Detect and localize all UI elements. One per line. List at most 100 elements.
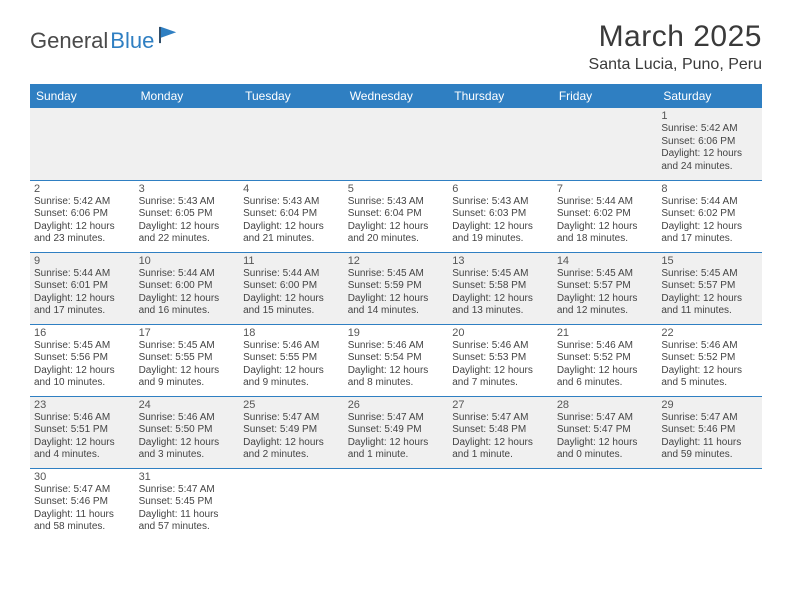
day-number: 22 <box>661 327 758 339</box>
day-number: 30 <box>34 471 131 483</box>
location-text: Santa Lucia, Puno, Peru <box>589 56 762 74</box>
calendar-day-cell: 9Sunrise: 5:44 AMSunset: 6:01 PMDaylight… <box>30 252 135 324</box>
calendar-day-cell: 13Sunrise: 5:45 AMSunset: 5:58 PMDayligh… <box>448 252 553 324</box>
day-info: Sunrise: 5:42 AMSunset: 6:06 PMDaylight:… <box>34 196 131 246</box>
calendar-empty-cell <box>553 108 658 180</box>
day-info: Sunrise: 5:43 AMSunset: 6:04 PMDaylight:… <box>243 196 340 246</box>
day-number: 7 <box>557 183 654 195</box>
day-info: Sunrise: 5:46 AMSunset: 5:55 PMDaylight:… <box>243 340 340 390</box>
day-number: 26 <box>348 399 445 411</box>
column-header: Monday <box>135 84 240 108</box>
calendar-day-cell: 15Sunrise: 5:45 AMSunset: 5:57 PMDayligh… <box>657 252 762 324</box>
calendar-empty-cell <box>344 468 449 540</box>
calendar-body: 1 Sunrise: 5:42 AMSunset: 6:06 PMDaylight… <box>30 108 762 540</box>
day-number: 1 <box>661 110 758 122</box>
calendar-week-row: 23Sunrise: 5:46 AMSunset: 5:51 PMDayligh… <box>30 396 762 468</box>
calendar-empty-cell <box>30 108 135 180</box>
logo: GeneralBlue <box>30 28 180 54</box>
day-number: 18 <box>243 327 340 339</box>
day-info: Sunrise: 5:44 AMSunset: 6:02 PMDaylight:… <box>557 196 654 246</box>
month-title: March 2025 <box>589 20 762 54</box>
calendar-day-cell: 19Sunrise: 5:46 AMSunset: 5:54 PMDayligh… <box>344 324 449 396</box>
day-number: 4 <box>243 183 340 195</box>
column-header: Thursday <box>448 84 553 108</box>
calendar-day-cell: 24Sunrise: 5:46 AMSunset: 5:50 PMDayligh… <box>135 396 240 468</box>
day-number: 20 <box>452 327 549 339</box>
day-info: Sunrise: 5:45 AMSunset: 5:56 PMDaylight:… <box>34 340 131 390</box>
day-number: 21 <box>557 327 654 339</box>
day-info: Sunrise: 5:47 AMSunset: 5:45 PMDaylight:… <box>139 484 236 534</box>
calendar-day-cell: 14Sunrise: 5:45 AMSunset: 5:57 PMDayligh… <box>553 252 658 324</box>
day-info: Sunrise: 5:46 AMSunset: 5:52 PMDaylight:… <box>557 340 654 390</box>
calendar-day-cell: 20Sunrise: 5:46 AMSunset: 5:53 PMDayligh… <box>448 324 553 396</box>
calendar-day-cell: 7Sunrise: 5:44 AMSunset: 6:02 PMDaylight… <box>553 180 658 252</box>
day-info: Sunrise: 5:46 AMSunset: 5:52 PMDaylight:… <box>661 340 758 390</box>
day-number: 8 <box>661 183 758 195</box>
calendar-empty-cell <box>135 108 240 180</box>
calendar-empty-cell <box>657 468 762 540</box>
day-number: 16 <box>34 327 131 339</box>
calendar-day-cell: 21Sunrise: 5:46 AMSunset: 5:52 PMDayligh… <box>553 324 658 396</box>
day-number: 31 <box>139 471 236 483</box>
calendar-day-cell: 17Sunrise: 5:45 AMSunset: 5:55 PMDayligh… <box>135 324 240 396</box>
day-number: 17 <box>139 327 236 339</box>
calendar-empty-cell <box>239 468 344 540</box>
day-info: Sunrise: 5:47 AMSunset: 5:46 PMDaylight:… <box>661 412 758 462</box>
column-header: Sunday <box>30 84 135 108</box>
column-header: Saturday <box>657 84 762 108</box>
day-number: 11 <box>243 255 340 267</box>
calendar-day-cell: 5Sunrise: 5:43 AMSunset: 6:04 PMDaylight… <box>344 180 449 252</box>
day-info: Sunrise: 5:47 AMSunset: 5:47 PMDaylight:… <box>557 412 654 462</box>
logo-text-1: General <box>30 28 108 54</box>
calendar-day-cell: 29Sunrise: 5:47 AMSunset: 5:46 PMDayligh… <box>657 396 762 468</box>
day-info: Sunrise: 5:46 AMSunset: 5:54 PMDaylight:… <box>348 340 445 390</box>
day-info: Sunrise: 5:46 AMSunset: 5:50 PMDaylight:… <box>139 412 236 462</box>
day-info: Sunrise: 5:44 AMSunset: 6:00 PMDaylight:… <box>243 268 340 318</box>
day-number: 29 <box>661 399 758 411</box>
day-number: 6 <box>452 183 549 195</box>
calendar-day-cell: 26Sunrise: 5:47 AMSunset: 5:49 PMDayligh… <box>344 396 449 468</box>
day-number: 27 <box>452 399 549 411</box>
calendar-day-cell: 10Sunrise: 5:44 AMSunset: 6:00 PMDayligh… <box>135 252 240 324</box>
day-info: Sunrise: 5:47 AMSunset: 5:49 PMDaylight:… <box>348 412 445 462</box>
calendar-day-cell: 2Sunrise: 5:42 AMSunset: 6:06 PMDaylight… <box>30 180 135 252</box>
column-header: Wednesday <box>344 84 449 108</box>
day-info: Sunrise: 5:43 AMSunset: 6:04 PMDaylight:… <box>348 196 445 246</box>
day-info: Sunrise: 5:44 AMSunset: 6:02 PMDaylight:… <box>661 196 758 246</box>
day-number: 14 <box>557 255 654 267</box>
calendar-week-row: 2Sunrise: 5:42 AMSunset: 6:06 PMDaylight… <box>30 180 762 252</box>
calendar-day-cell: 1Sunrise: 5:42 AMSunset: 6:06 PMDaylight… <box>657 108 762 180</box>
calendar-day-cell: 12Sunrise: 5:45 AMSunset: 5:59 PMDayligh… <box>344 252 449 324</box>
calendar-day-cell: 3Sunrise: 5:43 AMSunset: 6:05 PMDaylight… <box>135 180 240 252</box>
day-info: Sunrise: 5:47 AMSunset: 5:49 PMDaylight:… <box>243 412 340 462</box>
day-info: Sunrise: 5:45 AMSunset: 5:58 PMDaylight:… <box>452 268 549 318</box>
calendar-day-cell: 4Sunrise: 5:43 AMSunset: 6:04 PMDaylight… <box>239 180 344 252</box>
day-number: 12 <box>348 255 445 267</box>
calendar-day-cell: 6Sunrise: 5:43 AMSunset: 6:03 PMDaylight… <box>448 180 553 252</box>
calendar-day-cell: 27Sunrise: 5:47 AMSunset: 5:48 PMDayligh… <box>448 396 553 468</box>
title-block: March 2025 Santa Lucia, Puno, Peru <box>589 20 762 74</box>
day-number: 19 <box>348 327 445 339</box>
calendar-week-row: 1Sunrise: 5:42 AMSunset: 6:06 PMDaylight… <box>30 108 762 180</box>
calendar-page: GeneralBlue March 2025 Santa Lucia, Puno… <box>0 0 792 560</box>
calendar-week-row: 16Sunrise: 5:45 AMSunset: 5:56 PMDayligh… <box>30 324 762 396</box>
day-number: 5 <box>348 183 445 195</box>
day-number: 25 <box>243 399 340 411</box>
day-info: Sunrise: 5:47 AMSunset: 5:48 PMDaylight:… <box>452 412 549 462</box>
calendar-day-cell: 8Sunrise: 5:44 AMSunset: 6:02 PMDaylight… <box>657 180 762 252</box>
calendar-day-cell: 30Sunrise: 5:47 AMSunset: 5:46 PMDayligh… <box>30 468 135 540</box>
day-number: 3 <box>139 183 236 195</box>
logo-text-2: Blue <box>110 28 154 54</box>
day-info: Sunrise: 5:46 AMSunset: 5:53 PMDaylight:… <box>452 340 549 390</box>
calendar-day-cell: 31Sunrise: 5:47 AMSunset: 5:45 PMDayligh… <box>135 468 240 540</box>
calendar-table: SundayMondayTuesdayWednesdayThursdayFrid… <box>30 84 762 540</box>
calendar-day-cell: 22Sunrise: 5:46 AMSunset: 5:52 PMDayligh… <box>657 324 762 396</box>
calendar-day-cell: 11Sunrise: 5:44 AMSunset: 6:00 PMDayligh… <box>239 252 344 324</box>
page-header: GeneralBlue March 2025 Santa Lucia, Puno… <box>30 20 762 74</box>
day-number: 15 <box>661 255 758 267</box>
day-info: Sunrise: 5:47 AMSunset: 5:46 PMDaylight:… <box>34 484 131 534</box>
calendar-day-cell: 23Sunrise: 5:46 AMSunset: 5:51 PMDayligh… <box>30 396 135 468</box>
day-info: Sunrise: 5:43 AMSunset: 6:03 PMDaylight:… <box>452 196 549 246</box>
calendar-week-row: 9Sunrise: 5:44 AMSunset: 6:01 PMDaylight… <box>30 252 762 324</box>
day-info: Sunrise: 5:43 AMSunset: 6:05 PMDaylight:… <box>139 196 236 246</box>
